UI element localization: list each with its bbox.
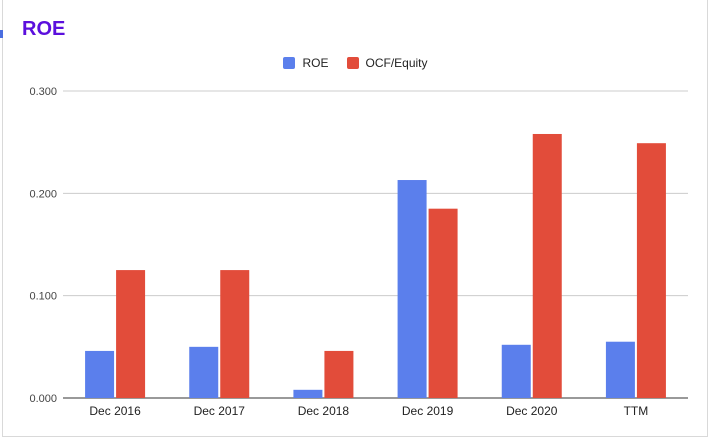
x-tick-labels: Dec 2016 Dec 2017 Dec 2018 Dec 2019 Dec 2020… xyxy=(89,404,648,418)
y-tick-label: 0.000 xyxy=(29,393,57,405)
y-tick-label: 0.200 xyxy=(29,188,57,200)
legend-label-ocf-equity: OCF/Equity xyxy=(365,56,428,70)
edge-marker xyxy=(0,30,3,38)
bars xyxy=(85,133,666,399)
bar-ocf-equity[interactable] xyxy=(428,208,458,398)
x-tick-label: TTM xyxy=(624,404,649,418)
bar-ocf-equity[interactable] xyxy=(532,133,562,399)
legend-item-roe: ROE xyxy=(283,56,329,70)
x-tick-label: Dec 2019 xyxy=(402,404,454,418)
bar-roe[interactable] xyxy=(501,344,531,398)
bar-roe[interactable] xyxy=(85,350,115,398)
bar-roe[interactable] xyxy=(397,180,427,398)
bar-ocf-equity[interactable] xyxy=(636,143,666,398)
legend-swatch-roe xyxy=(283,57,296,69)
y-tick-label: 0.100 xyxy=(29,291,57,303)
bar-ocf-equity[interactable] xyxy=(116,270,146,398)
x-tick-label: Dec 2018 xyxy=(298,404,350,418)
x-tick-label: Dec 2017 xyxy=(194,404,246,418)
bar-roe[interactable] xyxy=(189,346,219,398)
legend-label-roe: ROE xyxy=(302,56,329,70)
y-tick-label: 0.300 xyxy=(29,86,57,98)
legend-item-ocf-equity: OCF/Equity xyxy=(346,56,428,70)
bar-ocf-equity[interactable] xyxy=(220,270,250,398)
y-tick-labels: 0.000 0.100 0.200 0.300 xyxy=(29,86,57,405)
gridlines xyxy=(63,90,688,399)
bar-roe[interactable] xyxy=(293,389,323,398)
x-tick-label: Dec 2016 xyxy=(89,404,141,418)
chart-legend: ROE OCF/Equity xyxy=(0,56,711,70)
chart-title: ROE xyxy=(22,18,66,40)
x-tick-label: Dec 2020 xyxy=(506,404,558,418)
legend-swatch-ocf-equity xyxy=(346,57,359,69)
bar-roe[interactable] xyxy=(605,341,635,398)
bar-ocf-equity[interactable] xyxy=(324,350,354,398)
